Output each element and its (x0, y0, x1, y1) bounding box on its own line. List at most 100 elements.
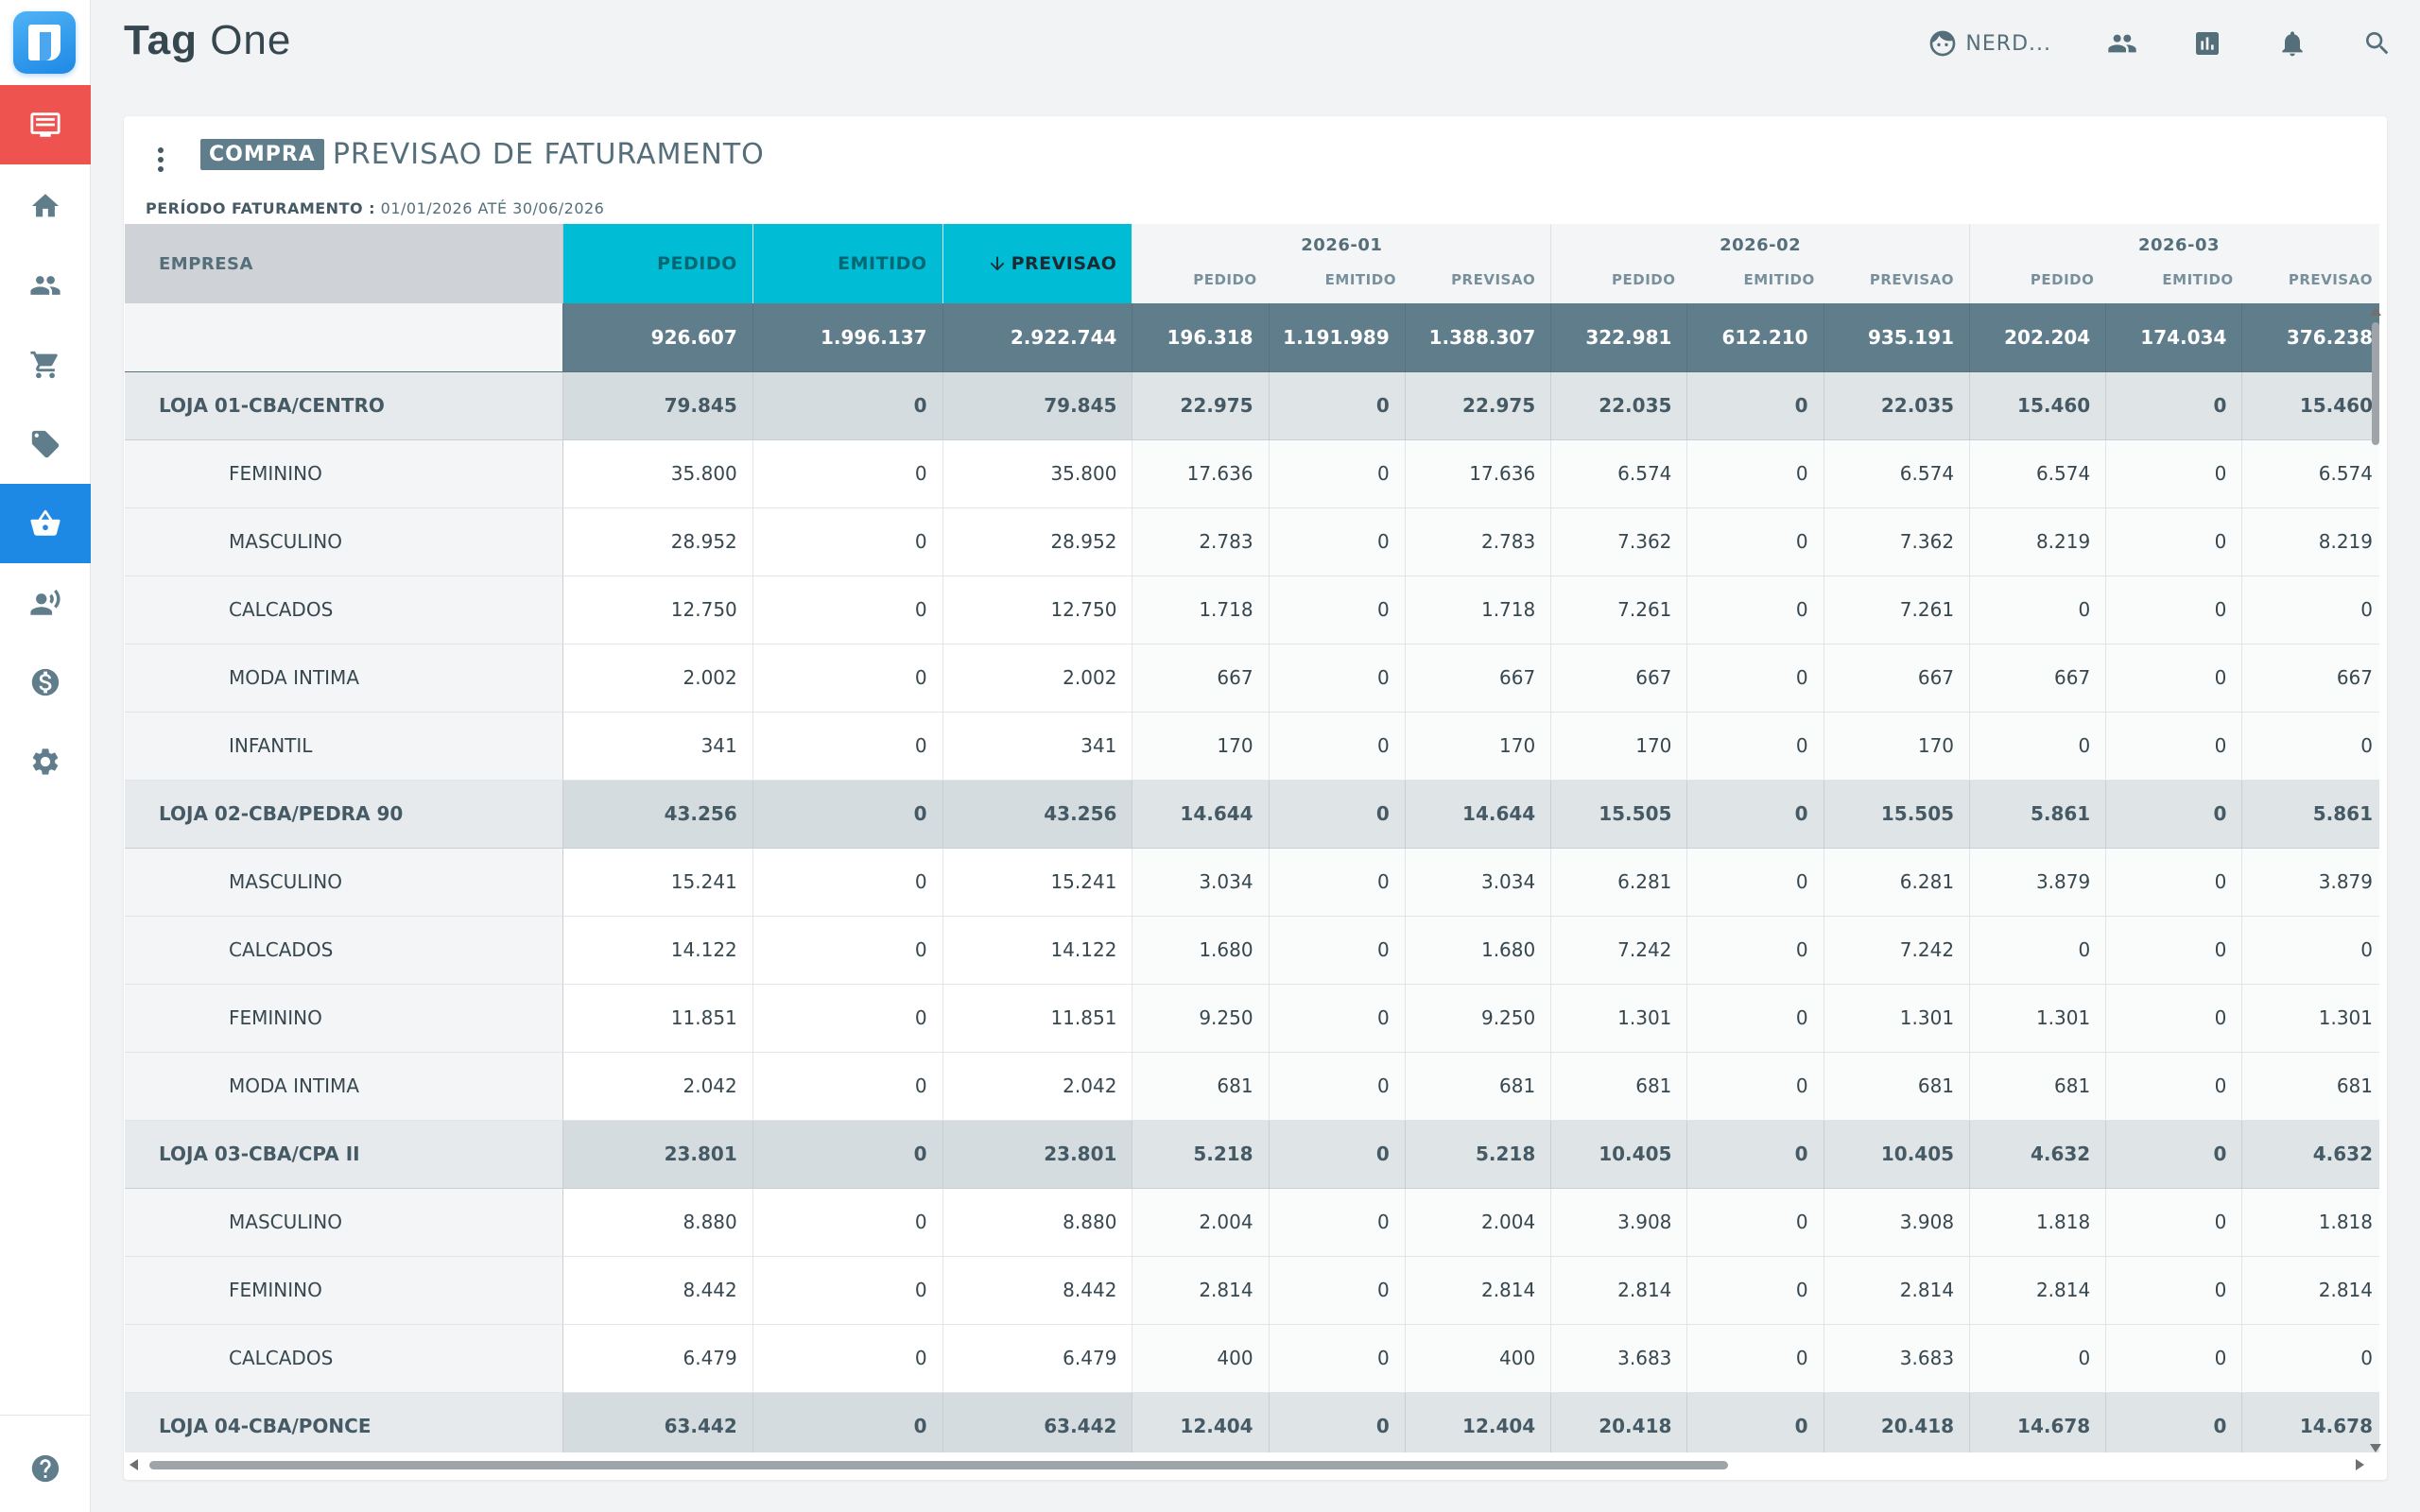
store-row[interactable]: LOJA 02-CBA/PEDRA 90 43.256 0 43.256 14.644 0… (125, 780, 2379, 849)
table-cell: 0 (2241, 576, 2379, 644)
app-logo[interactable] (13, 11, 76, 74)
table-cell: 4.632 (1969, 1120, 2107, 1189)
sidebar-item-help[interactable] (0, 1429, 91, 1508)
sidebar-item-speaker[interactable] (0, 563, 91, 643)
table-cell: 8.219 (2241, 507, 2379, 576)
table-cell: 0 (2105, 1256, 2243, 1325)
table-cell: 0 (2241, 1324, 2379, 1393)
table-cell: 0 (752, 1392, 943, 1452)
category-row[interactable]: INFANTIL 341 0 341 170 0 170 170 0 170 0 0 0 (125, 712, 2379, 781)
table-cell: 0 (1969, 576, 2107, 644)
category-row[interactable]: CALCADOS 12.750 0 12.750 1.718 0 1.718 7.261 0 7.… (125, 576, 2379, 644)
row-label: LOJA 01-CBA/CENTRO (125, 371, 563, 440)
table-cell: 3.879 (2241, 848, 2379, 917)
scroll-down-arrow-icon[interactable] (2370, 1444, 2381, 1452)
table-cell: 0 (752, 644, 943, 713)
sidebar-item-home[interactable] (0, 166, 91, 246)
table-cell: 1.301 (1969, 984, 2107, 1053)
basket-icon (30, 509, 60, 536)
table-cell: 0 (1686, 371, 1824, 440)
horizontal-scrollbar[interactable] (128, 1455, 2366, 1474)
store-row[interactable]: LOJA 03-CBA/CPA II 23.801 0 23.801 5.218 0 5.2… (125, 1120, 2379, 1189)
month-label: 2026-03 (2137, 235, 2221, 255)
table-cell: 0 (2105, 507, 2243, 576)
scroll-right-arrow-icon[interactable] (2356, 1459, 2364, 1470)
category-row[interactable]: MASCULINO 15.241 0 15.241 3.034 0 3.034 6.281 0 6… (125, 848, 2379, 917)
card-menu-button[interactable] (156, 146, 165, 173)
month-subheader-pedido[interactable]: PEDIDO (1193, 271, 1257, 288)
month-subheader-previsao[interactable]: PREVISAO (2288, 271, 2373, 288)
table-cell: 0 (1686, 1120, 1824, 1189)
monitor-icon (30, 112, 60, 137)
store-row[interactable]: LOJA 04-CBA/PONCE 63.442 0 63.442 12.404 0 12.… (125, 1392, 2379, 1452)
table-cell: 0 (2105, 1052, 2243, 1121)
month-subheader-emitido[interactable]: EMITIDO (1324, 271, 1396, 288)
table-cell: 22.035 (1550, 371, 1688, 440)
table-cell: 170 (1405, 712, 1552, 781)
month-subheader-previsao[interactable]: PREVISAO (1869, 271, 1955, 288)
category-row[interactable]: CALCADOS 6.479 0 6.479 400 0 400 3.683 0 3.683 0 0 0 (125, 1324, 2379, 1393)
month-subheader-emitido[interactable]: EMITIDO (2162, 271, 2234, 288)
category-row[interactable]: MODA INTIMA 2.042 0 2.042 681 0 681 681 0 681 681 0… (125, 1052, 2379, 1121)
month-subheader-pedido[interactable]: PEDIDO (2030, 271, 2095, 288)
reports-button[interactable] (2165, 15, 2250, 72)
table-cell: 2.814 (1405, 1256, 1552, 1325)
scroll-up-arrow-icon[interactable] (2370, 307, 2381, 316)
table-cell: 15.505 (1824, 780, 1971, 849)
table-cell: 9.250 (1132, 984, 1270, 1053)
sidebar-item-tag[interactable] (0, 404, 91, 484)
table-cell: 0 (752, 1052, 943, 1121)
category-row[interactable]: MODA INTIMA 2.002 0 2.002 667 0 667 667 0 667 667 0… (125, 644, 2379, 713)
sidebar-item-settings[interactable] (0, 722, 91, 801)
more-vert-icon (158, 147, 164, 172)
store-row[interactable]: LOJA 01-CBA/CENTRO 79.845 0 79.845 22.975 0 22… (125, 371, 2379, 440)
col-header-previsao[interactable]: PREVISAO (942, 224, 1133, 303)
category-row[interactable]: FEMININO 8.442 0 8.442 2.814 0 2.814 2.814 0 2.81… (125, 1256, 2379, 1325)
user-menu[interactable]: NERD... (1927, 28, 2051, 59)
table-cell: 35.800 (562, 439, 753, 508)
table-cell: 3.683 (1550, 1324, 1688, 1393)
col-header-empresa[interactable]: EMPRESA (125, 224, 563, 303)
month-subheader-emitido[interactable]: EMITIDO (1743, 271, 1815, 288)
notifications-button[interactable] (2250, 15, 2335, 72)
category-row[interactable]: FEMININO 35.800 0 35.800 17.636 0 17.636 6.574 0… (125, 439, 2379, 508)
table-cell: 1.388.307 (1405, 303, 1552, 372)
table-cell: 1.718 (1405, 576, 1552, 644)
scroll-left-arrow-icon[interactable] (130, 1459, 138, 1470)
table-cell: 341 (942, 712, 1133, 781)
category-row[interactable]: CALCADOS 14.122 0 14.122 1.680 0 1.680 7.242 0 7.… (125, 916, 2379, 985)
search-button[interactable] (2335, 15, 2420, 72)
category-row[interactable]: FEMININO 11.851 0 11.851 9.250 0 9.250 1.301 0 1.… (125, 984, 2379, 1053)
table-cell: 681 (1969, 1052, 2107, 1121)
period-label: PERÍODO FATURAMENTO : (146, 199, 376, 217)
vertical-scroll-thumb[interactable] (2372, 322, 2379, 445)
sidebar (0, 0, 91, 1512)
table-cell: 0 (752, 712, 943, 781)
app-title-bold: Tag (124, 17, 198, 63)
table-cell: 2.814 (1550, 1256, 1688, 1325)
sidebar-item-cart[interactable] (0, 325, 91, 404)
app-title-light: One (210, 17, 292, 63)
table-cell: 681 (2241, 1052, 2379, 1121)
sidebar-item-people[interactable] (0, 246, 91, 325)
search-icon (2366, 32, 2389, 55)
sidebar-item-basket[interactable] (0, 484, 91, 563)
category-row[interactable]: MASCULINO 28.952 0 28.952 2.783 0 2.783 7.362 0 7… (125, 507, 2379, 576)
table-cell: 1.818 (2241, 1188, 2379, 1257)
table-cell: 7.242 (1824, 916, 1971, 985)
category-row[interactable]: MASCULINO 8.880 0 8.880 2.004 0 2.004 3.908 0 3.9… (125, 1188, 2379, 1257)
sidebar-item-finance[interactable] (0, 643, 91, 722)
month-subheader-pedido[interactable]: PEDIDO (1612, 271, 1676, 288)
row-label: MASCULINO (125, 507, 563, 576)
col-header-emitido[interactable]: EMITIDO (752, 224, 943, 303)
month-subheader-previsao[interactable]: PREVISAO (1451, 271, 1536, 288)
col-header-pedido[interactable]: PEDIDO (562, 224, 753, 303)
totals-row[interactable]: 926.607 1.996.137 2.922.744 196.318 1.191.98… (125, 303, 2379, 372)
vertical-scrollbar[interactable] (2369, 305, 2382, 1452)
sidebar-item-monitor[interactable] (0, 85, 91, 164)
row-label (125, 303, 563, 372)
team-button[interactable] (2080, 15, 2165, 72)
table-cell: 0 (1686, 576, 1824, 644)
horizontal-scroll-thumb[interactable] (149, 1461, 1728, 1469)
table-cell: 0 (2105, 371, 2243, 440)
